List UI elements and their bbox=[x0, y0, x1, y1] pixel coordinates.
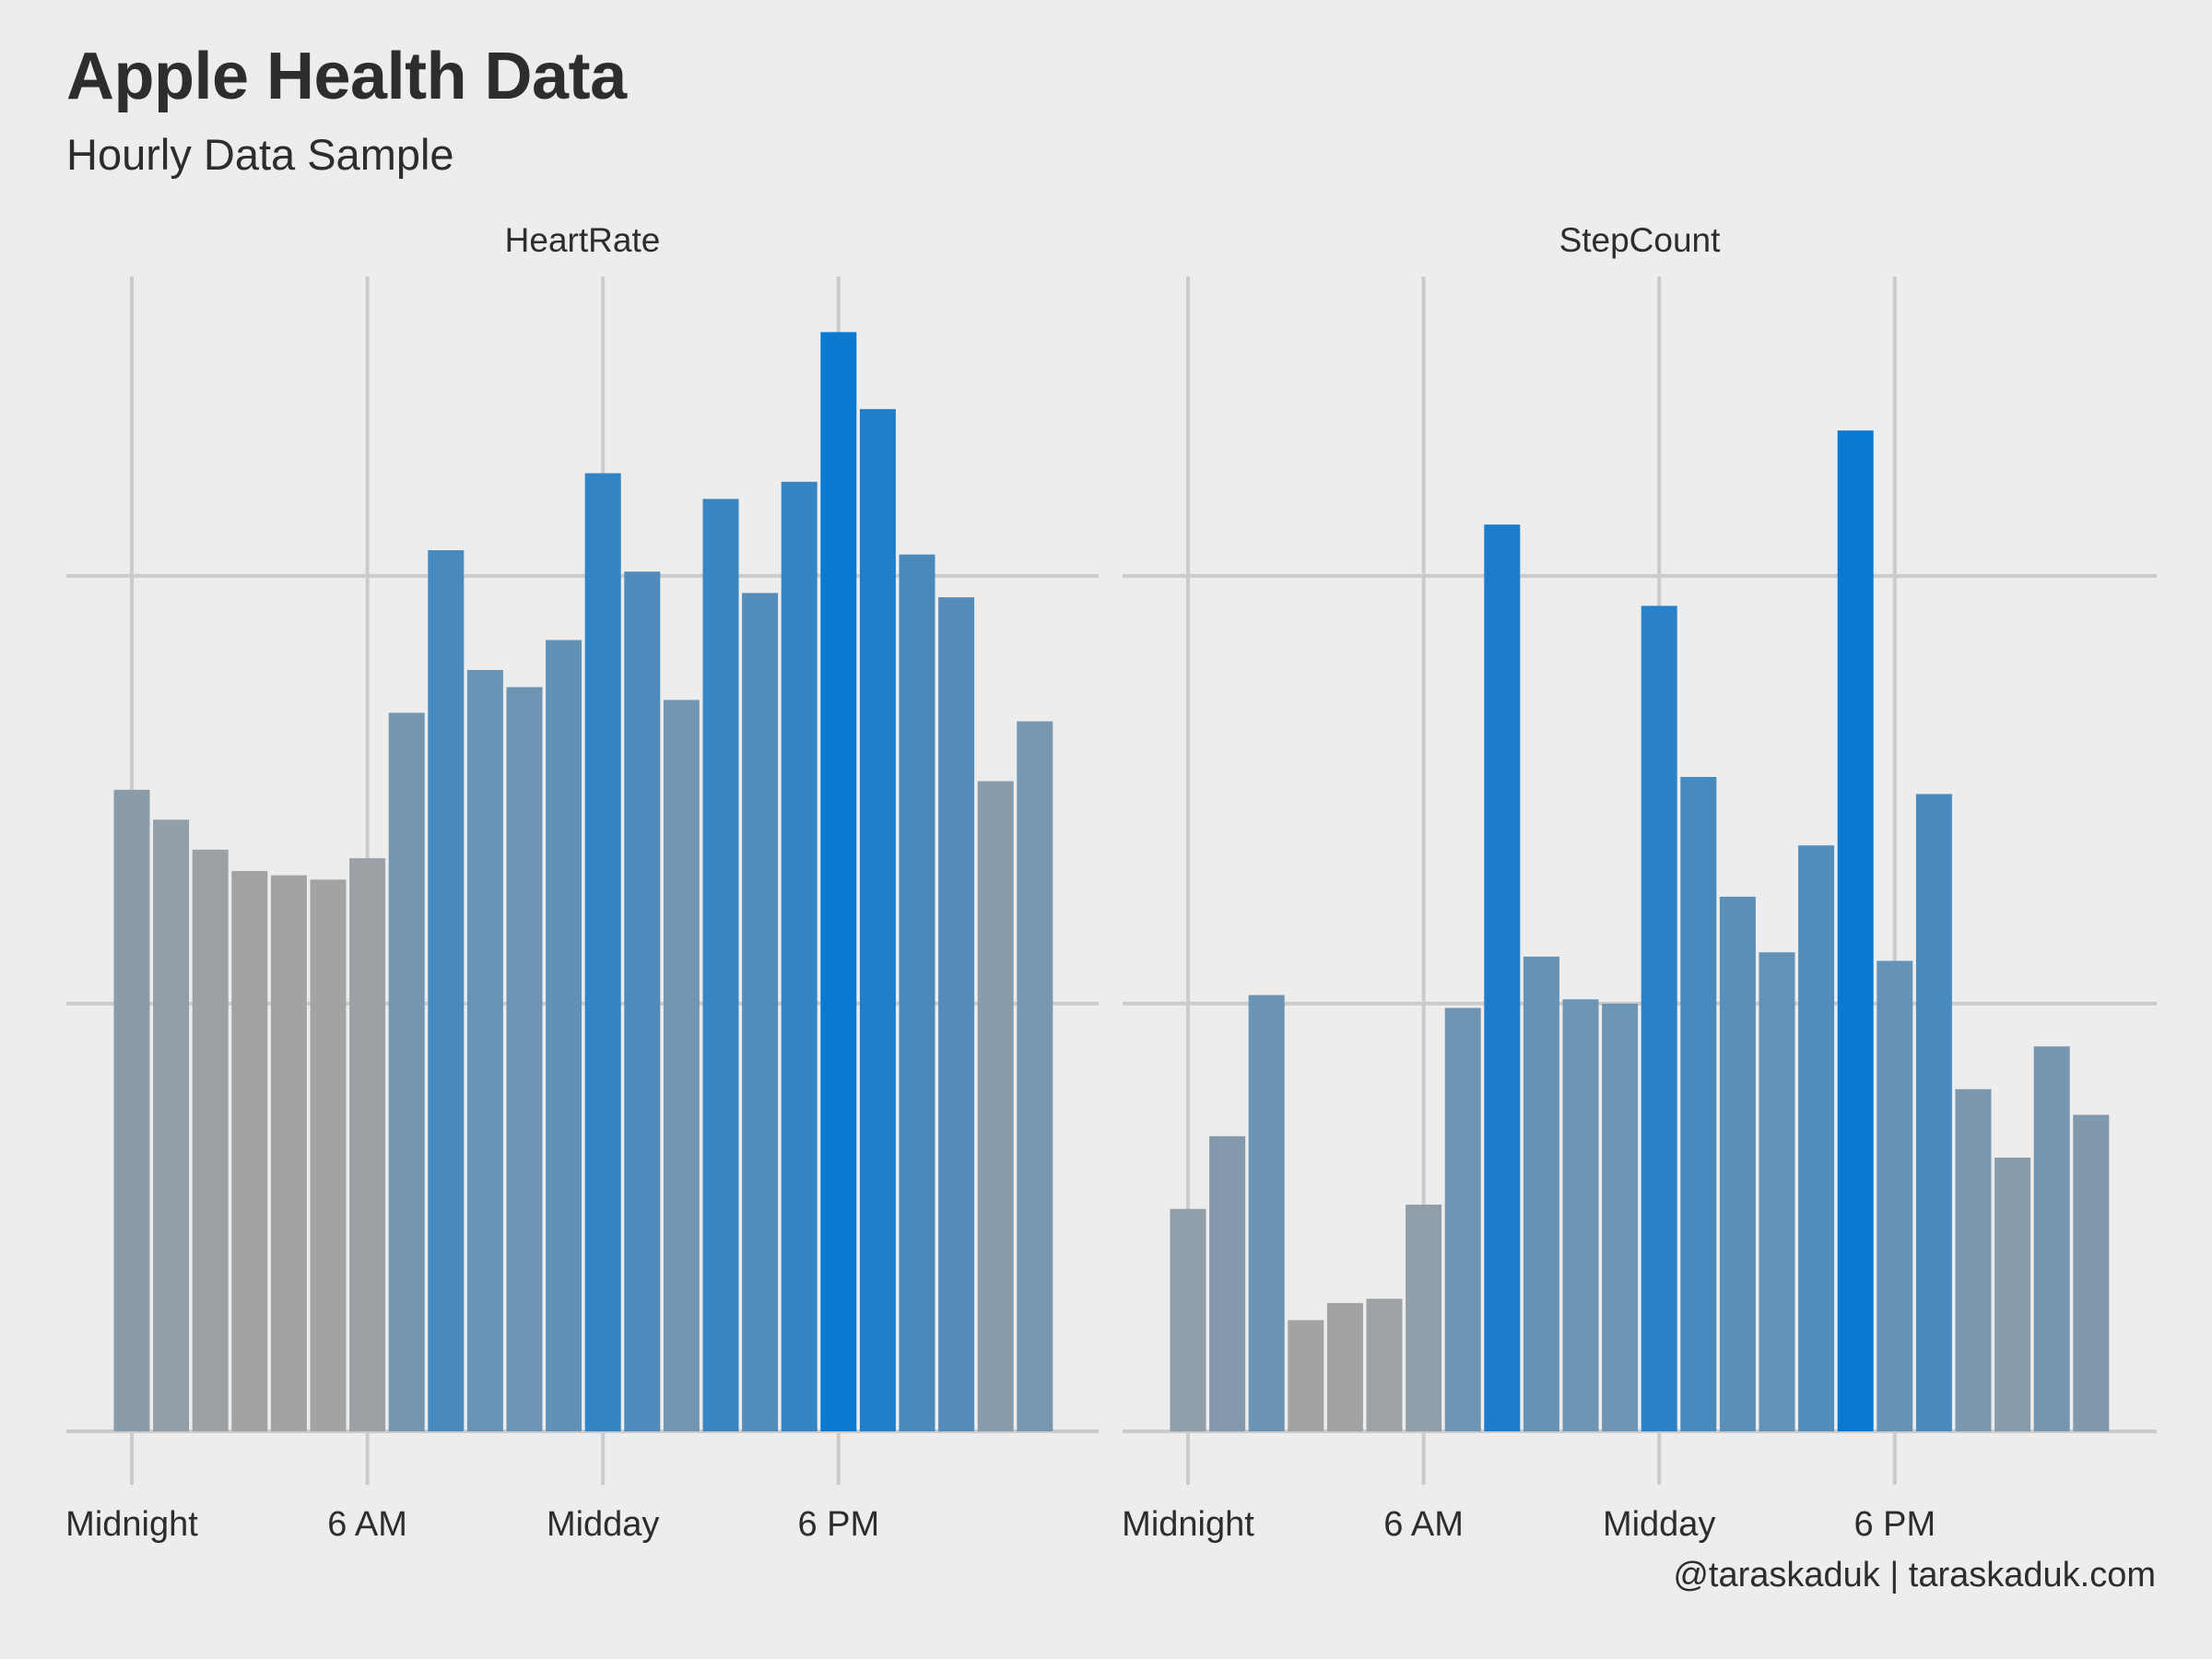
bar bbox=[702, 499, 739, 1431]
bar bbox=[2073, 1114, 2110, 1431]
bar bbox=[1719, 896, 1756, 1431]
bar bbox=[1759, 952, 1795, 1431]
x-tick-label: 6 PM bbox=[1853, 1505, 1936, 1544]
bar bbox=[1444, 1007, 1481, 1431]
bar bbox=[1406, 1205, 1442, 1431]
bar bbox=[781, 481, 818, 1431]
x-tick-label: Midnight bbox=[65, 1505, 198, 1544]
bar bbox=[1288, 1320, 1324, 1431]
bar bbox=[1523, 956, 1559, 1431]
bar bbox=[231, 871, 268, 1431]
chart-caption: @taraskaduk | taraskaduk.com bbox=[1673, 1556, 2156, 1594]
bar bbox=[1994, 1157, 2031, 1431]
panel-title: HeartRate bbox=[505, 221, 661, 259]
bar bbox=[1798, 845, 1835, 1431]
panel-stepcount: StepCount Midnight 6 AM Midday 6 PM bbox=[1122, 221, 2157, 1544]
panel-title: StepCount bbox=[1559, 221, 1722, 259]
bar bbox=[270, 875, 307, 1431]
bar bbox=[1170, 1208, 1206, 1431]
bar bbox=[428, 550, 465, 1431]
bar bbox=[1680, 776, 1717, 1431]
x-tick-label: 6 AM bbox=[327, 1505, 407, 1544]
bar bbox=[153, 819, 190, 1431]
bar bbox=[624, 571, 661, 1431]
bar bbox=[1641, 606, 1677, 1431]
bar bbox=[2033, 1046, 2070, 1431]
bar bbox=[584, 473, 621, 1431]
x-tick-label: Midday bbox=[547, 1505, 660, 1544]
bar bbox=[1484, 524, 1521, 1431]
bar bbox=[1602, 1003, 1639, 1431]
bar bbox=[192, 849, 229, 1431]
x-tick-label: Midnight bbox=[1122, 1505, 1254, 1544]
bar bbox=[899, 554, 935, 1431]
bar bbox=[506, 687, 543, 1431]
x-tick-label: Midday bbox=[1603, 1505, 1716, 1544]
x-tick-label: 6 PM bbox=[797, 1505, 879, 1544]
bar bbox=[1017, 721, 1053, 1431]
bar bbox=[663, 700, 700, 1431]
bar bbox=[742, 593, 779, 1431]
panel-heartrate: HeartRate Midnight 6 AM Midday 6 PM bbox=[65, 221, 1099, 1544]
chart-title: Apple Health Data bbox=[66, 40, 627, 113]
bar bbox=[349, 858, 386, 1431]
bar bbox=[310, 879, 347, 1431]
bar bbox=[1209, 1135, 1246, 1431]
bar bbox=[1877, 960, 1913, 1431]
bar bbox=[1248, 994, 1285, 1431]
bar bbox=[1837, 430, 1874, 1432]
bar bbox=[1326, 1302, 1363, 1431]
bar bbox=[1562, 999, 1599, 1431]
bar bbox=[1915, 794, 1952, 1431]
bar bbox=[1955, 1088, 1992, 1431]
x-tick-label: 6 AM bbox=[1383, 1505, 1464, 1544]
bar bbox=[938, 597, 975, 1431]
bar bbox=[859, 408, 896, 1431]
bar bbox=[820, 332, 857, 1432]
bar bbox=[388, 712, 425, 1431]
bar bbox=[977, 781, 1014, 1431]
chart-subtitle: Hourly Data Sample bbox=[66, 130, 454, 179]
bar bbox=[466, 669, 503, 1431]
bar bbox=[1366, 1299, 1403, 1431]
bar bbox=[546, 640, 582, 1431]
bar bbox=[113, 789, 150, 1431]
